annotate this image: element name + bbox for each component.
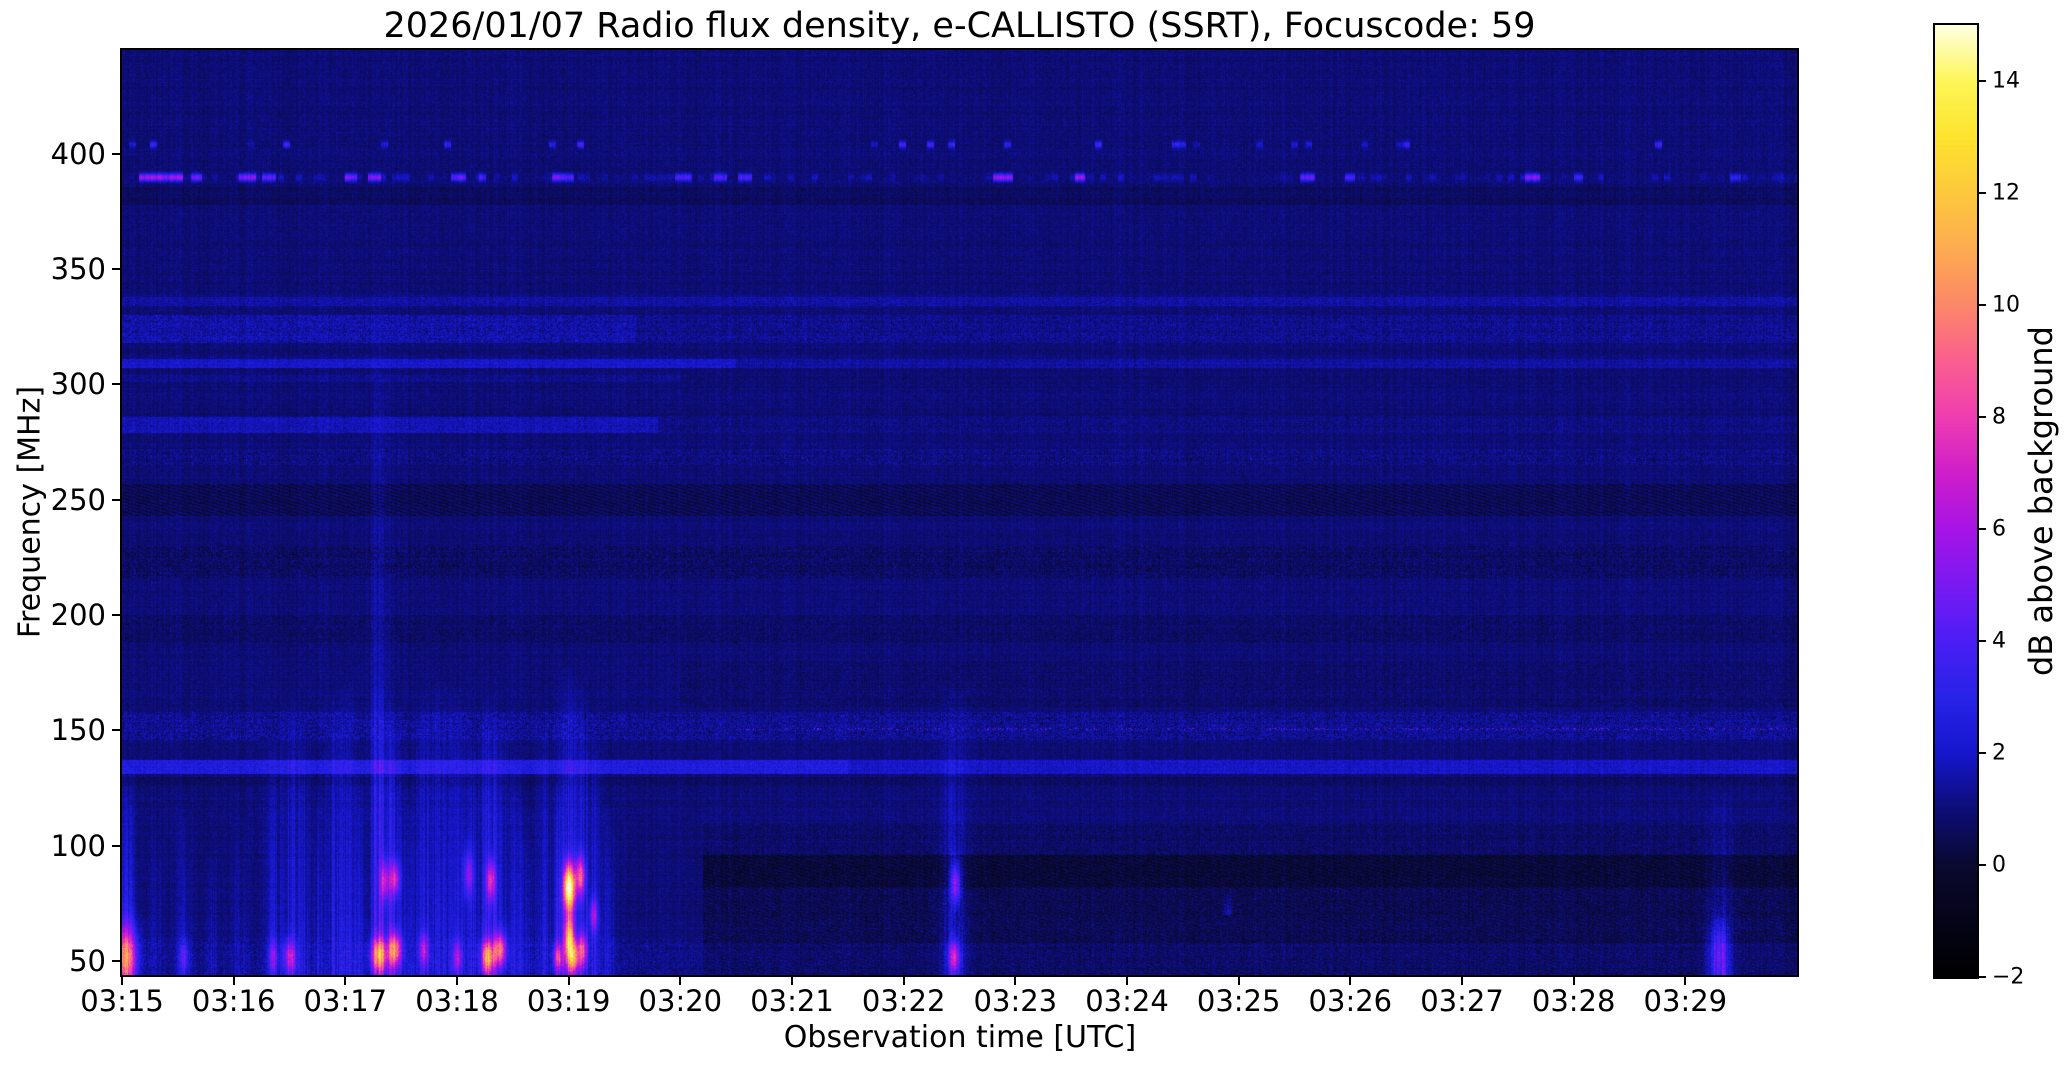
x-tick-label: 03:28 (1531, 984, 1616, 1018)
x-tick-label: 03:22 (861, 984, 946, 1018)
x-tick-label: 03:17 (303, 984, 388, 1018)
y-tick-mark (112, 498, 120, 501)
colorbar-tick-label: 6 (1992, 516, 2006, 542)
x-tick-label: 03:29 (1643, 984, 1728, 1018)
x-tick-label: 03:18 (415, 984, 499, 1018)
y-tick-label: 200 (50, 598, 106, 633)
colorbar-tick-label: 12 (1992, 180, 2020, 206)
colorbar-tick-label: 8 (1992, 404, 2006, 430)
y-tick-mark (112, 844, 120, 847)
y-tick-mark (112, 383, 120, 386)
colorbar-tick-mark (1979, 304, 1986, 306)
x-tick-label: 03:16 (191, 984, 276, 1018)
colorbar-tick-mark (1979, 976, 1986, 978)
colorbar-tick-label: −2 (1992, 964, 2025, 990)
colorbar-label: dB above background (2022, 326, 2060, 676)
x-tick-mark (121, 977, 123, 985)
x-tick-mark (567, 977, 570, 985)
y-tick-mark (112, 268, 120, 271)
x-tick-mark (1684, 977, 1687, 985)
x-tick-mark (232, 977, 235, 985)
y-tick-mark (112, 729, 120, 732)
y-tick-label: 350 (50, 252, 106, 287)
x-tick-mark (1349, 977, 1352, 985)
y-tick-label: 250 (50, 482, 106, 517)
spectrogram-heatmap (122, 50, 1797, 975)
x-tick-mark (791, 977, 793, 985)
colorbar-tick-mark (1979, 640, 1986, 642)
x-tick-mark (902, 977, 905, 985)
x-tick-label: 03:19 (526, 984, 611, 1018)
x-tick-label: 03:25 (1196, 984, 1281, 1018)
y-tick-mark (112, 960, 120, 963)
x-tick-mark (1572, 977, 1575, 985)
y-tick-label: 400 (50, 136, 106, 171)
colorbar-tick-mark (1979, 528, 1986, 530)
colorbar-tick-mark (1979, 752, 1986, 754)
x-axis-label: Observation time [UTC] (783, 1020, 1137, 1055)
figure-title: 2026/01/07 Radio flux density, e-CALLIST… (383, 6, 1536, 46)
y-tick-label: 100 (50, 828, 106, 863)
colorbar-tick-label: 2 (1992, 740, 2006, 766)
colorbar-tick-mark (1979, 192, 1986, 194)
y-tick-label: 300 (50, 367, 106, 402)
x-tick-mark (679, 977, 682, 985)
x-tick-mark (1126, 977, 1128, 985)
colorbar-tick-label: 4 (1992, 628, 2006, 654)
y-tick-label: 150 (50, 713, 106, 748)
colorbar-tick-label: 14 (1992, 68, 2020, 94)
x-tick-label: 03:21 (750, 984, 834, 1018)
x-tick-mark (1014, 977, 1017, 985)
x-tick-mark (456, 977, 458, 985)
x-tick-label: 03:26 (1308, 984, 1393, 1018)
x-tick-label: 03:27 (1420, 984, 1504, 1018)
colorbar-tick-mark (1979, 864, 1986, 866)
y-tick-label: 50 (69, 944, 106, 979)
x-tick-label: 03:20 (638, 984, 723, 1018)
y-tick-mark (112, 614, 120, 617)
x-tick-label: 03:23 (973, 984, 1058, 1018)
x-tick-mark (1237, 977, 1240, 985)
y-tick-mark (112, 152, 120, 155)
x-tick-mark (344, 977, 347, 985)
colorbar-tick-label: 10 (1992, 292, 2020, 318)
colorbar-tick-mark (1979, 416, 1986, 418)
x-tick-label: 03:15 (80, 984, 164, 1018)
colorbar-gradient (1935, 25, 1977, 977)
x-tick-mark (1461, 977, 1463, 985)
colorbar-tick-mark (1979, 80, 1986, 82)
x-tick-label: 03:24 (1085, 984, 1169, 1018)
colorbar-tick-label: 0 (1992, 852, 2006, 878)
